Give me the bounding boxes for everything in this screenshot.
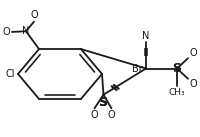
Text: O: O [2, 27, 10, 37]
Text: O: O [190, 48, 197, 58]
Text: N: N [142, 31, 150, 41]
Text: S: S [172, 62, 182, 75]
Text: Cl: Cl [6, 69, 15, 79]
Text: O: O [108, 110, 115, 120]
Text: CH₃: CH₃ [169, 88, 185, 97]
Text: N: N [22, 26, 30, 36]
Text: Br: Br [132, 64, 143, 73]
Text: O: O [91, 110, 98, 120]
Text: S: S [98, 96, 107, 109]
Text: O: O [30, 10, 38, 20]
Text: S: S [98, 96, 107, 109]
Text: O: O [190, 79, 197, 89]
